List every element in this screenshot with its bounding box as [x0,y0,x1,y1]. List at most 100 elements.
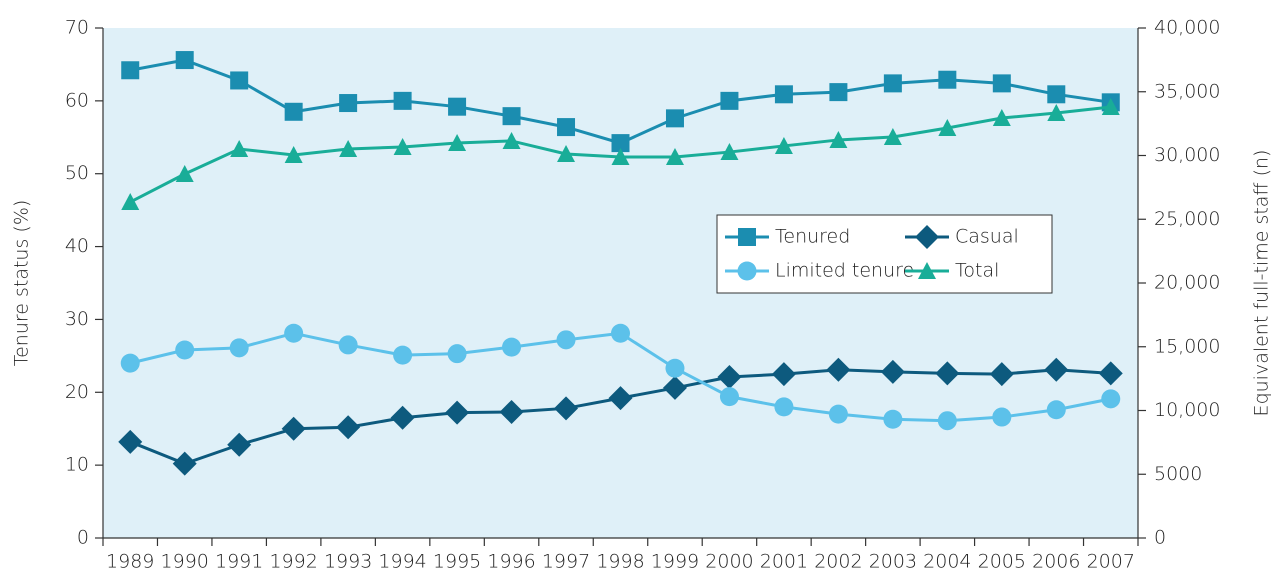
point [1098,361,1123,386]
point [284,323,304,343]
point [502,337,522,357]
y-tick-label: 40 [65,235,89,257]
point [774,85,793,104]
point [554,396,579,421]
point [175,340,195,360]
point [120,353,140,373]
y-tick-label: 20 [65,381,89,403]
point [992,109,1011,127]
point [393,345,413,365]
point [611,148,630,166]
y2-tick-label: 30,000 [1154,144,1220,166]
point [937,411,957,431]
y2-tick-label: 15,000 [1154,335,1220,357]
legend-label: Total [955,260,999,282]
x-tick-label: 2000 [705,551,753,573]
y-tick-label: 50 [65,162,89,184]
point [883,128,902,146]
point [556,330,576,350]
point [720,91,739,110]
point [665,358,685,378]
y2-tick-label: 25,000 [1154,208,1220,230]
x-tick-label: 1997 [542,551,590,573]
point [557,144,576,162]
point [502,107,521,126]
y2-tick-label: 20,000 [1154,272,1220,294]
point [826,357,851,382]
point [557,118,576,137]
point [175,164,194,182]
point [717,364,742,389]
point [720,143,739,161]
point [281,416,306,441]
x-tick-label: 1991 [215,551,263,573]
x-tick-label: 1989 [106,551,154,573]
point [230,71,249,90]
point [336,415,361,440]
point [1047,104,1066,122]
point [390,405,415,430]
point [992,407,1012,427]
y2-tick-label: 5000 [1154,463,1202,485]
point [611,134,630,153]
point [448,97,467,116]
x-tick-label: 1993 [324,551,372,573]
x-tick-label: 1999 [651,551,699,573]
point [339,94,358,113]
y-axis-label: Tenure status (%) [11,200,33,367]
x-tick-label: 1992 [269,551,317,573]
point [611,323,630,343]
point [774,397,794,417]
point [883,74,902,93]
point [774,136,793,154]
legend-label: Casual [955,226,1019,248]
point [1047,85,1066,104]
legend-marker [918,262,936,279]
point [393,91,412,110]
point [829,83,848,102]
legend-label: Limited tenure [775,260,914,282]
point [992,74,1011,93]
y2-tick-label: 10,000 [1154,399,1220,421]
legend-marker [738,228,756,246]
y-tick-label: 0 [77,527,89,549]
point [1101,389,1121,409]
point [938,70,957,89]
y-tick-label: 60 [65,89,89,111]
point [284,102,303,121]
legend-label: Tenured [775,226,850,248]
point [938,118,957,136]
point [339,139,358,157]
point [662,375,687,400]
point [121,61,140,80]
x-tick-label: 1994 [378,551,426,573]
point [1044,357,1069,382]
point [227,432,252,457]
point [829,130,848,148]
point [935,361,960,386]
point [989,362,1014,387]
x-tick-label: 1996 [487,551,535,573]
point [1046,400,1066,420]
x-tick-label: 1998 [596,551,644,573]
point [499,399,524,424]
x-tick-label: 2006 [1032,551,1080,573]
point [284,145,303,163]
point [608,386,633,411]
x-tick-label: 2004 [923,551,971,573]
point [447,344,467,364]
point [883,409,903,429]
point [665,148,684,166]
point [880,359,905,384]
legend-box [716,214,1053,294]
x-tick-label: 2002 [814,551,862,573]
point [828,404,848,424]
point [665,109,684,128]
x-tick-label: 2001 [760,551,808,573]
point [771,362,796,387]
point [229,338,249,358]
legend-marker [737,261,757,281]
x-tick-label: 2005 [978,551,1026,573]
y-tick-label: 70 [65,17,89,39]
